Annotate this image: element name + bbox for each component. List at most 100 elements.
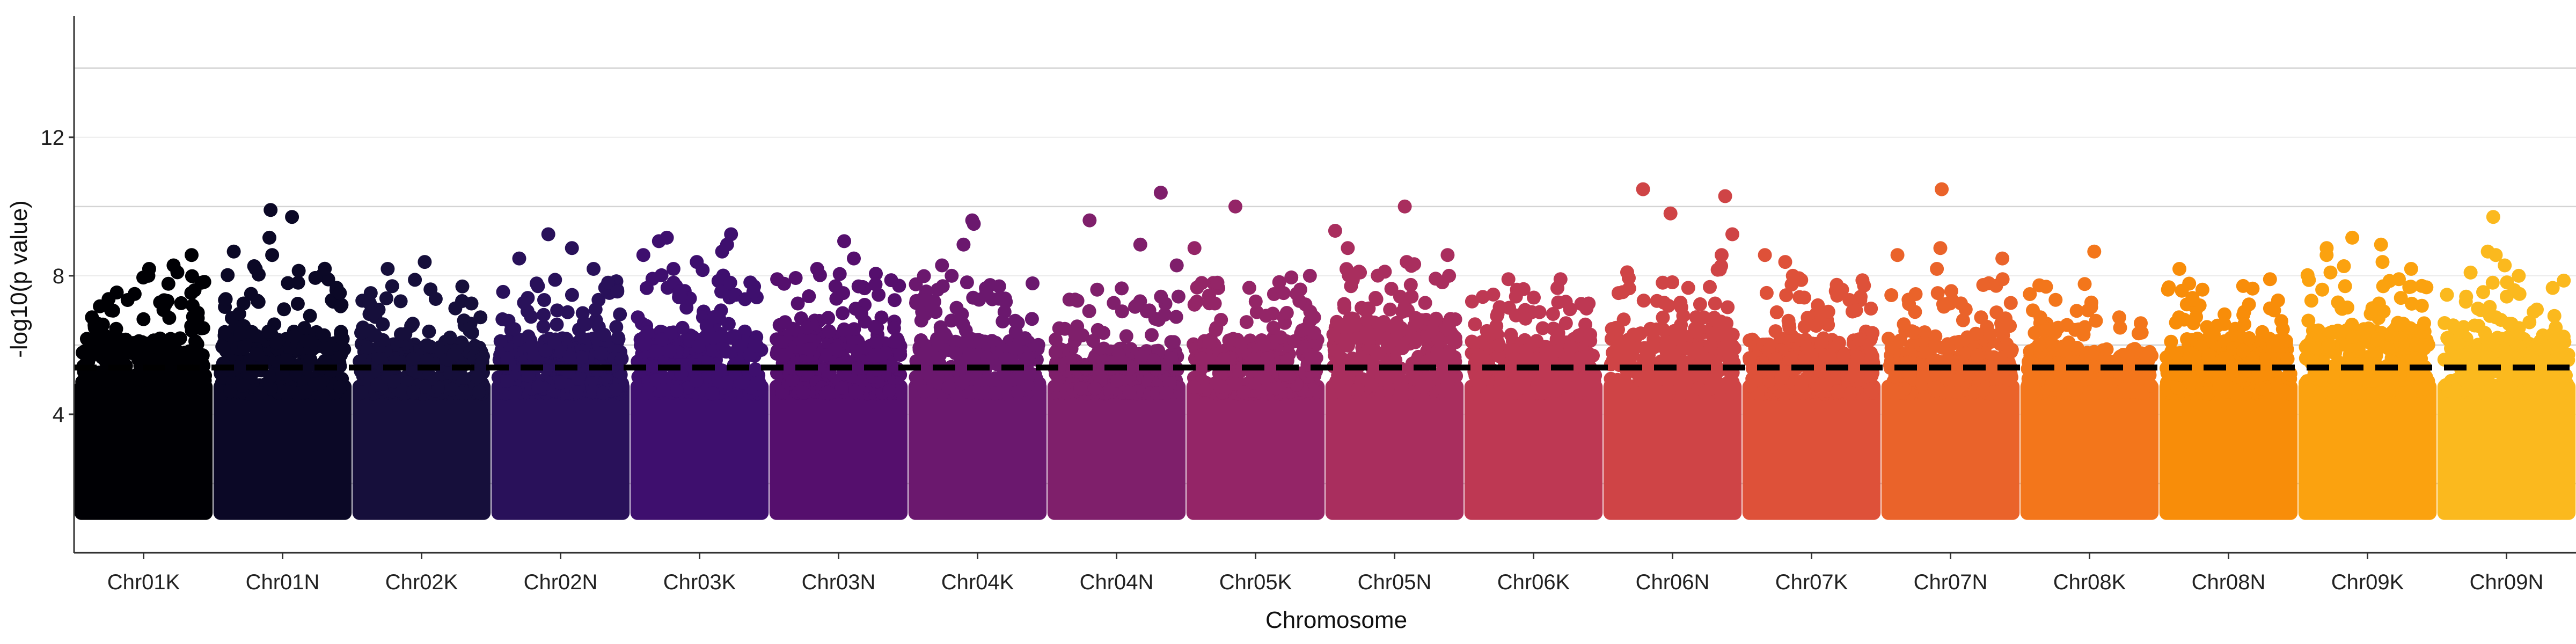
data-point xyxy=(610,284,625,299)
data-point xyxy=(187,378,202,392)
data-point xyxy=(1659,335,1674,349)
data-point xyxy=(1721,300,1735,314)
series-Chr01N xyxy=(213,203,352,520)
data-point xyxy=(1272,275,1286,289)
data-point xyxy=(428,292,443,306)
data-point xyxy=(1744,378,1758,393)
top-hit-point xyxy=(1400,255,1414,269)
top-hit-point xyxy=(1171,289,1185,304)
top-hit-point xyxy=(170,265,185,280)
data-point xyxy=(250,347,264,362)
data-point xyxy=(1677,373,1691,387)
series-Chr08K xyxy=(2020,244,2159,520)
top-hit-point xyxy=(1995,272,2010,287)
top-hit-point xyxy=(1663,206,1678,221)
data-point xyxy=(1546,307,1560,321)
data-point xyxy=(319,341,333,356)
data-point xyxy=(455,279,470,294)
data-point xyxy=(837,322,851,336)
data-point xyxy=(1944,284,1958,298)
top-hit-point xyxy=(285,210,299,224)
top-hit-point xyxy=(1008,313,1022,328)
top-hit-point xyxy=(1890,248,1905,262)
data-point xyxy=(941,380,956,395)
data-point xyxy=(1518,311,1533,326)
data-point xyxy=(803,342,817,356)
data-point xyxy=(1535,321,1550,335)
data-point xyxy=(1918,325,1932,340)
top-hit-point xyxy=(1725,227,1739,241)
data-point xyxy=(83,384,98,398)
data-point xyxy=(988,386,1002,401)
data-point xyxy=(1628,386,1643,400)
data-point xyxy=(721,317,736,331)
series-Chr07K xyxy=(1742,248,1881,520)
top-hit-point xyxy=(1715,248,1729,262)
top-hit-point xyxy=(367,306,381,321)
data-point xyxy=(1290,287,1304,301)
top-hit-point xyxy=(836,286,851,301)
data-point xyxy=(670,384,684,398)
data-point xyxy=(1643,385,1657,400)
data-point xyxy=(100,343,114,358)
data-point xyxy=(1049,332,1063,347)
data-point xyxy=(1865,384,1879,398)
data-point xyxy=(1190,295,1204,309)
data-point xyxy=(418,379,432,394)
data-point xyxy=(1465,334,1479,349)
top-hit-point xyxy=(847,251,861,266)
data-point xyxy=(1236,385,1251,400)
data-point xyxy=(562,350,577,364)
data-point xyxy=(575,306,590,320)
data-point xyxy=(835,380,849,395)
data-point xyxy=(317,328,331,342)
data-point xyxy=(1403,277,1418,292)
data-point xyxy=(527,347,541,361)
data-point xyxy=(1759,286,1774,300)
data-point xyxy=(297,321,312,335)
top-hit-point xyxy=(1404,289,1419,304)
data-point xyxy=(586,385,601,399)
dense-points-Chr05N xyxy=(1325,379,1464,520)
data-point xyxy=(613,307,627,321)
data-point xyxy=(2003,296,2018,310)
top-hit-point xyxy=(1153,186,1168,200)
data-point xyxy=(130,371,144,386)
data-point xyxy=(1088,382,1102,396)
data-point xyxy=(751,376,765,390)
data-point xyxy=(1689,325,1704,340)
data-point xyxy=(829,342,843,356)
data-point xyxy=(1425,323,1440,337)
data-point xyxy=(1129,298,1144,313)
top-hit-point xyxy=(690,255,704,269)
data-point xyxy=(189,348,203,363)
data-point xyxy=(1472,348,1486,363)
data-point xyxy=(379,291,393,305)
data-point xyxy=(1239,315,1254,330)
data-point xyxy=(2000,386,2014,400)
data-point xyxy=(967,352,981,366)
data-point xyxy=(281,276,295,290)
data-point xyxy=(1950,373,1965,387)
data-point xyxy=(1743,351,1757,365)
data-point xyxy=(500,374,515,388)
data-point xyxy=(1704,378,1719,392)
data-point xyxy=(470,370,485,384)
top-hit-point xyxy=(1842,293,1857,307)
data-point xyxy=(1693,297,1707,311)
data-point xyxy=(1091,323,1105,337)
data-point xyxy=(869,267,883,281)
top-hit-point xyxy=(715,244,729,259)
top-hit-point xyxy=(85,310,99,325)
data-point xyxy=(1214,313,1228,327)
top-hit-point xyxy=(1169,258,1184,273)
data-point xyxy=(1865,349,1879,364)
data-point xyxy=(1658,385,1672,399)
top-hit-point xyxy=(512,251,526,266)
data-point xyxy=(948,346,963,361)
data-point xyxy=(637,338,652,352)
dense-points-Chr05K xyxy=(1186,379,1325,520)
data-point xyxy=(917,384,932,398)
data-point xyxy=(656,383,671,397)
top-hit-point xyxy=(185,248,199,262)
